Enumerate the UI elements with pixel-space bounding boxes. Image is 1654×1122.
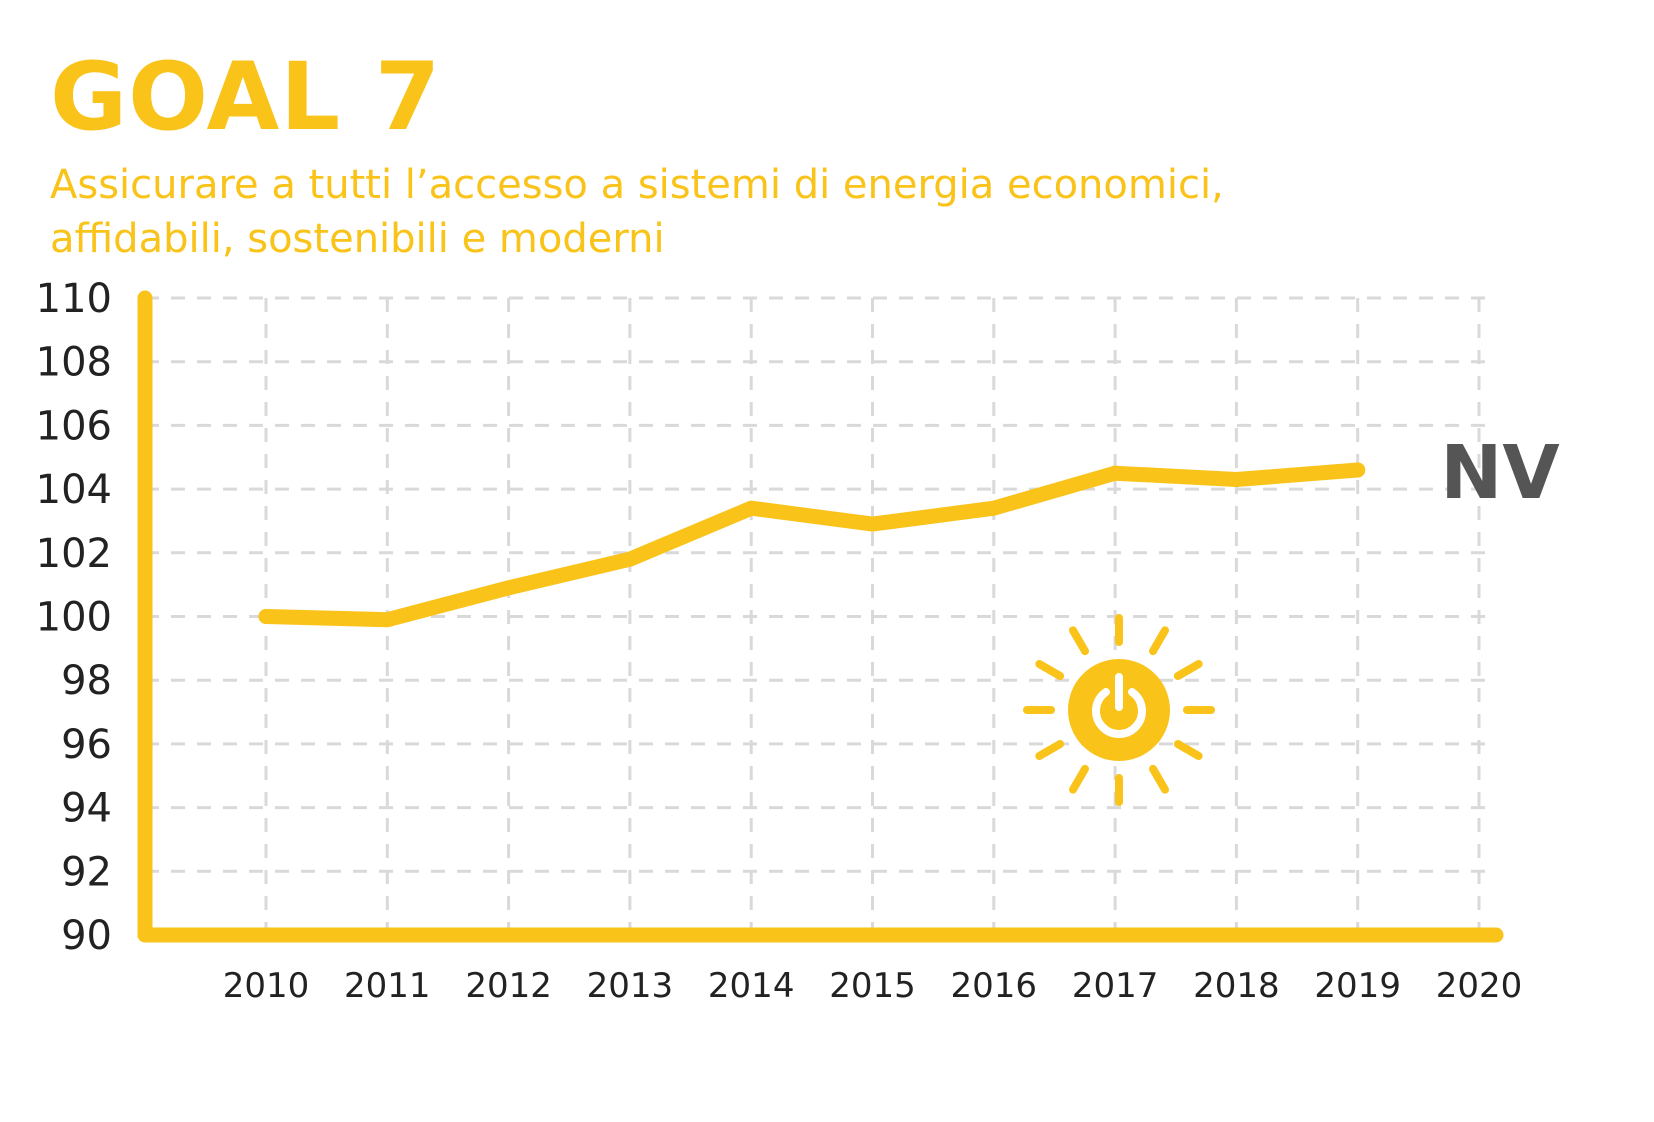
y-tick-label: 90 bbox=[61, 913, 112, 959]
x-tick-label: 2011 bbox=[344, 966, 431, 1006]
data-point bbox=[501, 580, 517, 596]
data-point bbox=[1350, 462, 1366, 478]
sun-power-icon bbox=[1023, 614, 1215, 806]
x-tick-label: 2012 bbox=[465, 966, 552, 1006]
data-point bbox=[258, 609, 274, 624]
x-tick-label: 2019 bbox=[1314, 966, 1401, 1006]
data-point bbox=[1107, 465, 1123, 481]
y-tick-label: 96 bbox=[61, 722, 112, 768]
sun-ray bbox=[1035, 660, 1065, 680]
y-tick-label: 102 bbox=[36, 531, 112, 577]
y-tick-label: 110 bbox=[36, 276, 112, 322]
x-tick-label: 2010 bbox=[223, 966, 310, 1006]
y-tick-label: 92 bbox=[61, 849, 112, 895]
sun-ray bbox=[1069, 626, 1089, 656]
series-line bbox=[258, 462, 1366, 628]
y-tick-label: 106 bbox=[36, 403, 112, 449]
y-tick-label: 108 bbox=[36, 340, 112, 386]
power-ring bbox=[1092, 688, 1146, 738]
data-point bbox=[1228, 472, 1244, 488]
x-tick-label: 2017 bbox=[1072, 966, 1159, 1006]
data-point bbox=[379, 612, 395, 628]
sun-ray bbox=[1069, 764, 1089, 794]
sun-ray bbox=[1035, 740, 1065, 760]
x-tick-label: 2020 bbox=[1436, 966, 1523, 1006]
goal-title: GOAL 7 bbox=[50, 43, 442, 152]
data-series bbox=[258, 462, 1366, 628]
sun-ray bbox=[1149, 764, 1169, 794]
goal-subtitle: Assicurare a tutti l’accesso a sistemi d… bbox=[50, 158, 1500, 266]
data-point bbox=[865, 516, 880, 532]
x-tick-label: 2014 bbox=[708, 966, 795, 1006]
subtitle-line-1: Assicurare a tutti l’accesso a sistemi d… bbox=[50, 162, 1224, 208]
nv-annotation: NV bbox=[1440, 430, 1559, 516]
sun-ray bbox=[1149, 626, 1169, 656]
data-point bbox=[743, 500, 759, 516]
x-axis-ticks: 2010 2011 2012 2013 2014 2015 2016 2017 2018 2019… bbox=[223, 966, 1523, 1006]
data-point bbox=[986, 500, 1002, 516]
sun-ray bbox=[1173, 660, 1203, 680]
x-tick-label: 2016 bbox=[951, 966, 1038, 1006]
x-tick-label: 2015 bbox=[829, 966, 916, 1006]
y-tick-label: 100 bbox=[36, 595, 112, 641]
y-tick-label: 104 bbox=[36, 467, 112, 513]
chart-axes bbox=[137, 290, 1504, 943]
sun-ray bbox=[1173, 740, 1203, 760]
subtitle-line-2: affidabili, sostenibili e moderni bbox=[50, 216, 665, 262]
y-tick-label: 98 bbox=[61, 658, 112, 704]
x-tick-label: 2018 bbox=[1193, 966, 1280, 1006]
data-point bbox=[622, 551, 638, 567]
y-axis-ticks: 110 108 106 104 102 100 98 96 94 92 90 bbox=[36, 276, 112, 959]
y-tick-label: 94 bbox=[61, 786, 112, 832]
x-tick-label: 2013 bbox=[587, 966, 674, 1006]
